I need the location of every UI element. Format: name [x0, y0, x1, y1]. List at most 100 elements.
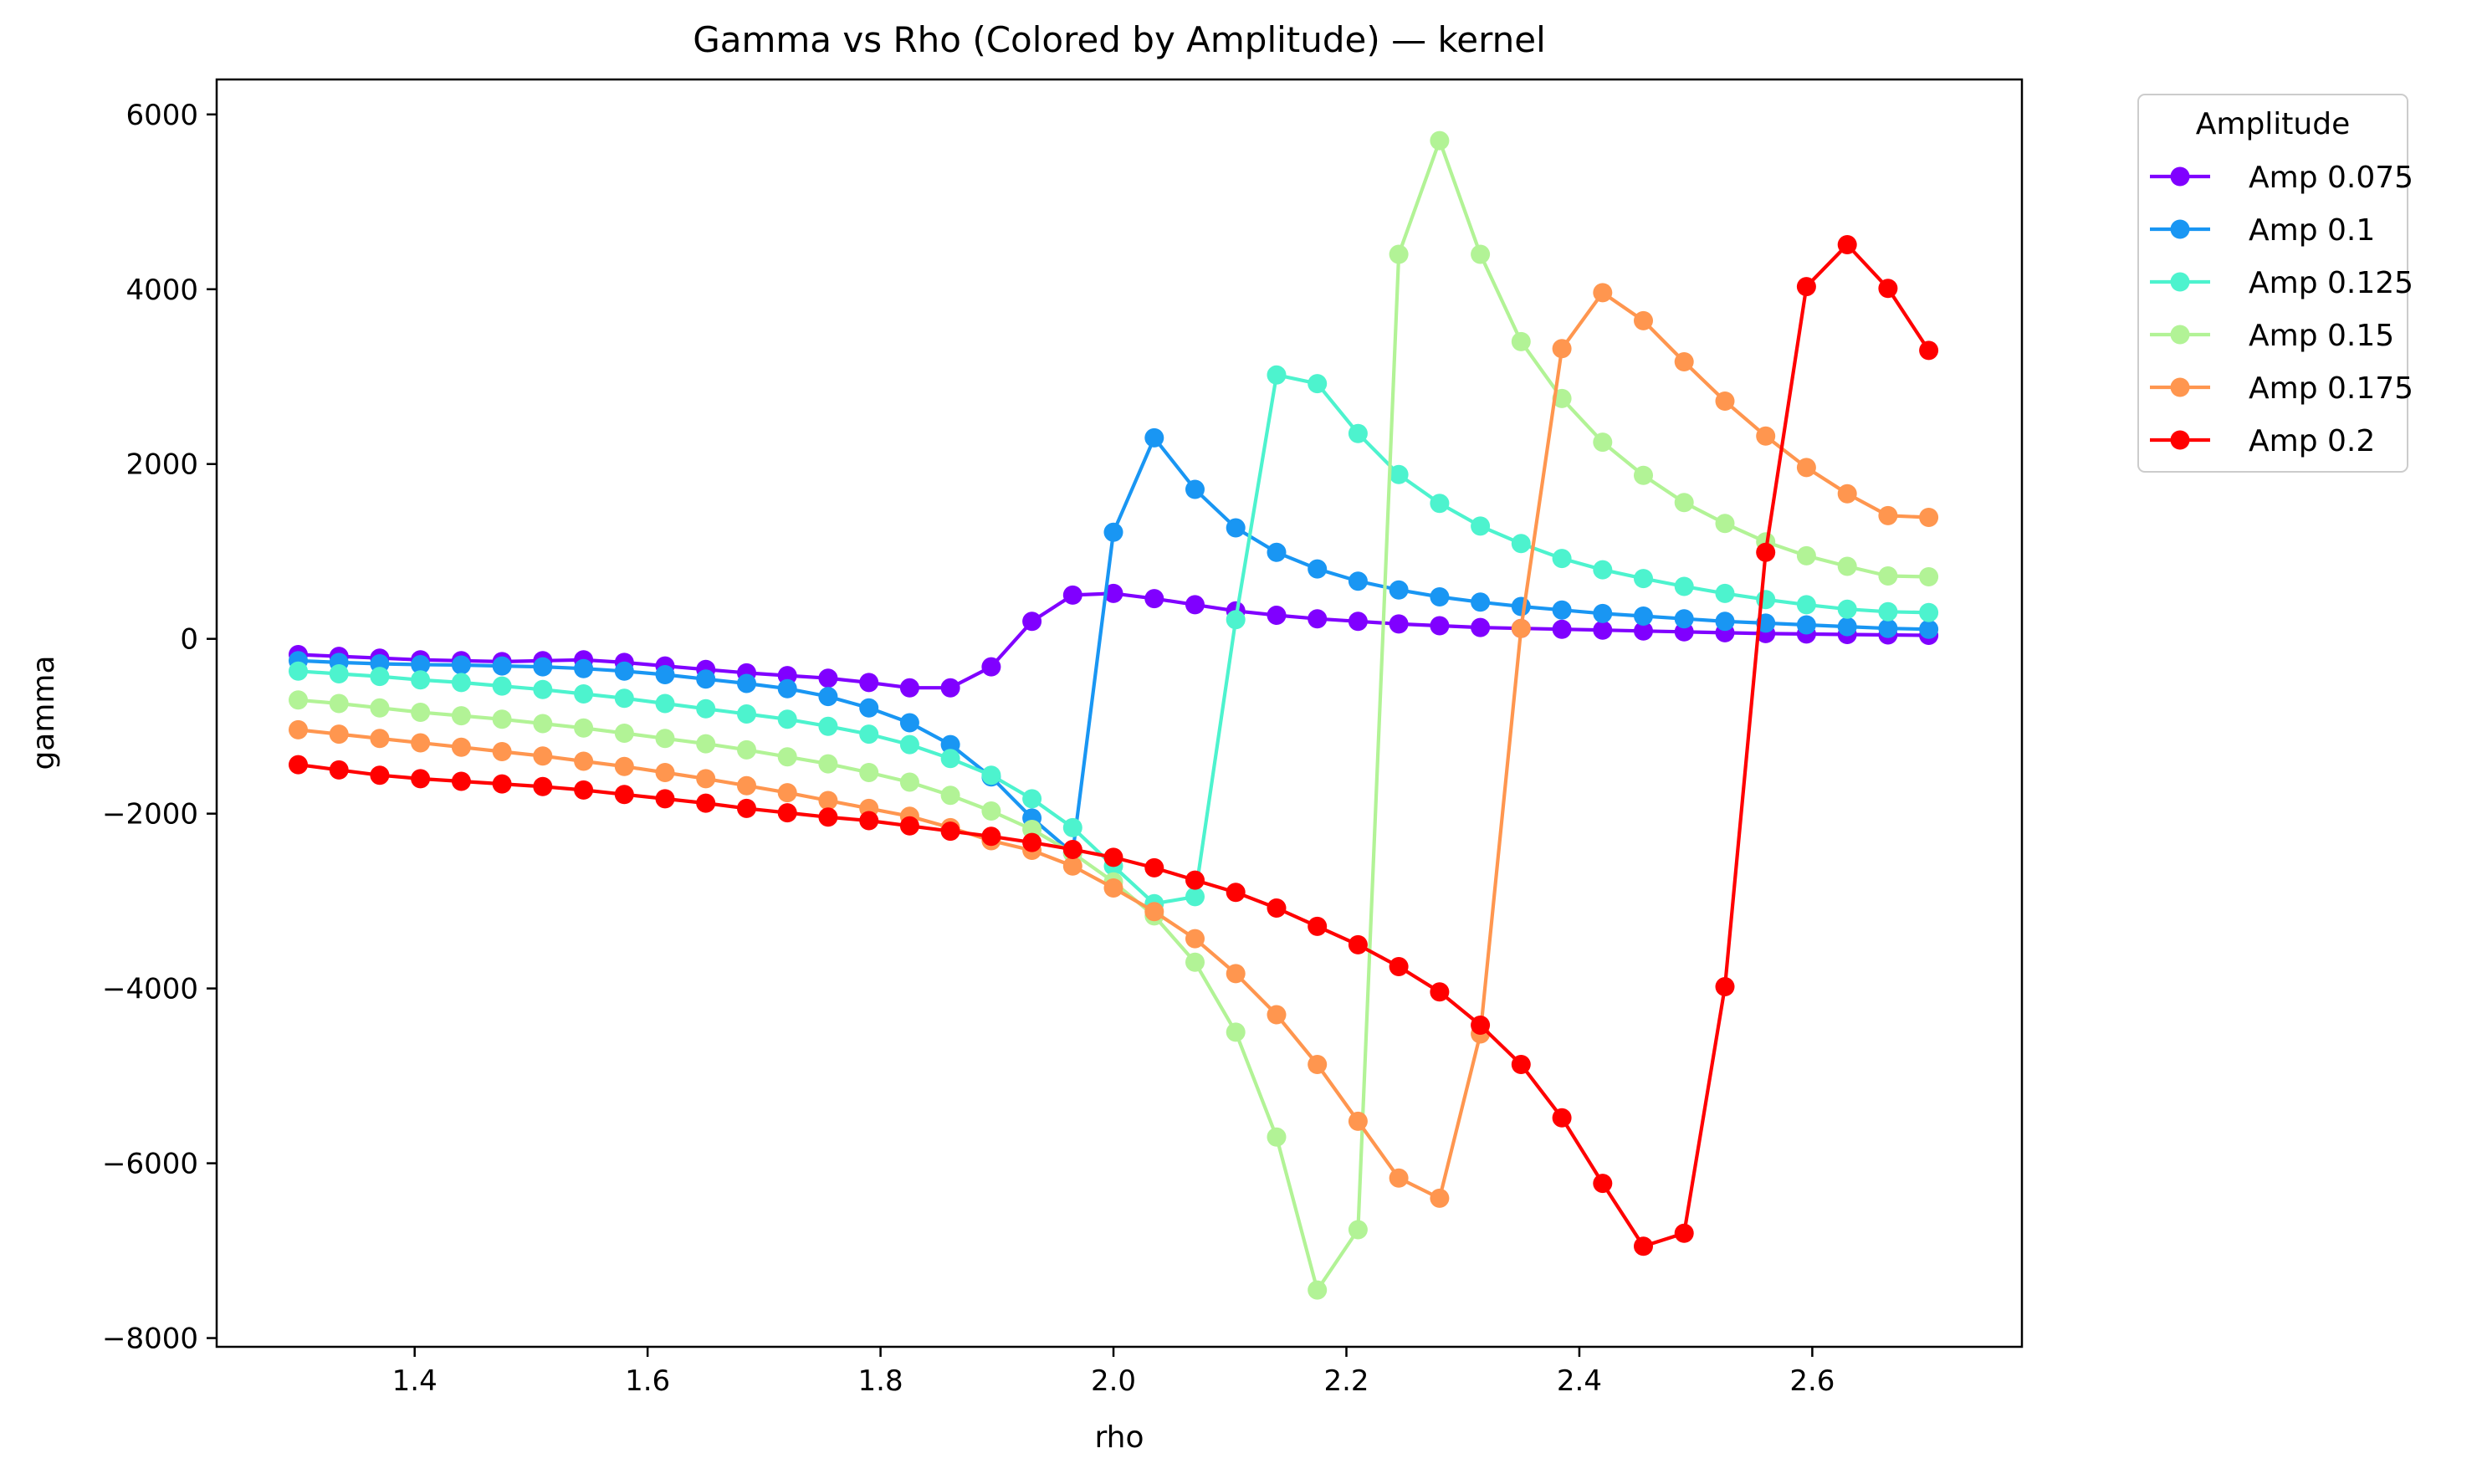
data-point: [370, 729, 390, 749]
data-point: [574, 780, 594, 800]
data-point: [1796, 277, 1816, 297]
data-point: [1267, 898, 1287, 918]
series-6: [289, 235, 1939, 1256]
data-point: [777, 783, 797, 803]
data-point: [1226, 1022, 1246, 1042]
x-tick-label: 1.6: [625, 1364, 670, 1398]
data-point: [1144, 902, 1164, 922]
data-point: [899, 678, 919, 698]
data-point: [451, 673, 471, 693]
data-point: [1634, 621, 1653, 641]
data-point: [1389, 244, 1409, 264]
data-point: [1267, 606, 1287, 625]
x-axis-label: rho: [1094, 1420, 1144, 1455]
data-point: [1837, 617, 1857, 637]
data-point: [492, 774, 512, 794]
data-point: [981, 826, 1001, 847]
data-point: [859, 673, 879, 693]
data-point: [859, 811, 879, 831]
data-point: [1430, 1188, 1450, 1208]
data-point: [1103, 878, 1123, 898]
data-point: [1348, 1111, 1368, 1131]
y-tick-label: −6000: [102, 1148, 198, 1181]
y-tick-label: −8000: [102, 1323, 198, 1356]
data-point: [1878, 601, 1898, 622]
data-point: [777, 803, 797, 823]
data-point: [1185, 870, 1205, 890]
data-point: [1185, 887, 1205, 907]
data-point: [1103, 847, 1123, 867]
data-point: [859, 763, 879, 782]
data-point: [1511, 596, 1531, 617]
data-point: [1796, 545, 1816, 565]
data-point: [1267, 542, 1287, 562]
data-point: [533, 679, 553, 699]
data-point: [1103, 583, 1123, 603]
data-point: [859, 724, 879, 745]
data-point: [899, 816, 919, 836]
data-point: [1552, 600, 1572, 620]
data-point: [1471, 592, 1491, 612]
series-layer: [289, 130, 1939, 1300]
data-point: [1267, 1005, 1287, 1025]
data-point: [1471, 516, 1491, 536]
data-point: [1348, 612, 1368, 632]
data-point: [1226, 610, 1246, 630]
data-point: [940, 749, 960, 769]
data-point: [370, 667, 390, 687]
data-point: [1144, 589, 1164, 609]
data-point: [1715, 612, 1735, 632]
data-point: [940, 821, 960, 842]
data-point: [1430, 982, 1450, 1002]
x-tick-label: 1.8: [858, 1364, 903, 1398]
legend-swatch-marker: [2170, 166, 2190, 187]
x-tick-label: 2.0: [1091, 1364, 1136, 1398]
legend-item: Amp 0.1: [2150, 213, 2375, 248]
data-point: [1715, 391, 1735, 411]
data-point: [899, 772, 919, 792]
data-point: [981, 657, 1001, 677]
data-point: [1715, 583, 1735, 603]
y-axis-label: gamma: [27, 655, 61, 770]
data-point: [696, 669, 716, 689]
data-point: [940, 734, 960, 755]
data-point: [1022, 789, 1042, 809]
data-point: [1878, 505, 1898, 525]
legend-box: [2137, 94, 2408, 473]
data-point: [289, 690, 308, 710]
data-point: [614, 785, 634, 805]
data-point: [411, 769, 431, 789]
data-point: [1796, 595, 1816, 615]
data-point: [1552, 549, 1572, 569]
data-point: [614, 724, 634, 743]
data-point: [1430, 616, 1450, 636]
data-point: [329, 664, 349, 683]
data-point: [1471, 617, 1491, 637]
data-point: [1471, 244, 1491, 264]
legend-title: Amplitude: [2196, 107, 2350, 141]
legend-swatch-marker: [2170, 219, 2190, 239]
data-point: [1511, 331, 1531, 351]
data-point: [696, 734, 716, 754]
data-point: [1878, 566, 1898, 586]
y-tick-label: 4000: [125, 274, 198, 307]
data-point: [1634, 569, 1653, 589]
y-tick-label: −2000: [102, 798, 198, 832]
data-point: [1593, 432, 1613, 453]
data-point: [1389, 614, 1409, 634]
legend-item: Amp 0.175: [2150, 371, 2413, 406]
data-point: [1308, 1055, 1328, 1074]
data-point: [1919, 602, 1939, 622]
data-point: [533, 714, 553, 734]
data-point: [1308, 374, 1328, 394]
x-axis: 1.4 1.6 1.8 2.0 2.2 2.4 2.6: [392, 1347, 1835, 1398]
data-point: [329, 724, 349, 745]
data-point: [1837, 556, 1857, 576]
data-point: [1634, 465, 1653, 485]
data-point: [1022, 612, 1042, 632]
data-point: [1756, 426, 1776, 446]
data-point: [1430, 587, 1450, 606]
data-point: [655, 789, 675, 809]
